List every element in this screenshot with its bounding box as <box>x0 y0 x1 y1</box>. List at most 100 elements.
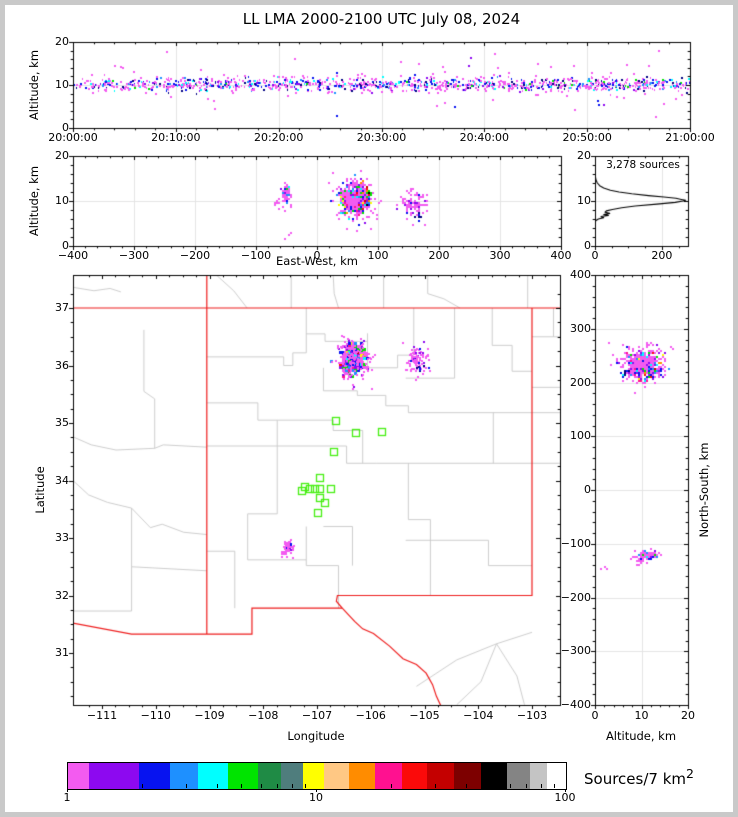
colorbar-segment <box>427 763 455 789</box>
colorbar-tick <box>490 784 492 788</box>
colorbar-tick <box>316 789 317 792</box>
colorbar-segment <box>281 763 304 789</box>
colorbar-segment <box>480 763 507 789</box>
colorbar-segment <box>349 763 375 789</box>
figure-title: LL LMA 2000-2100 UTC July 08, 2024 <box>242 10 521 28</box>
tick-label: 0 <box>313 249 321 262</box>
tick-label: 0 <box>584 483 591 496</box>
tick-label: 21:00:00 <box>665 131 715 144</box>
tick-label: −400 <box>57 249 89 262</box>
colorbar-segment <box>198 763 229 789</box>
tick-label: 100 <box>570 429 591 443</box>
tick-label: −100 <box>560 536 591 550</box>
map-xlabel: Longitude <box>287 729 345 743</box>
colorbar-tick <box>509 784 511 788</box>
tick-label: 0 <box>591 249 599 262</box>
tick-label: −103 <box>516 709 548 722</box>
tick-label: −111 <box>86 709 118 722</box>
tick-label: 200 <box>651 249 673 262</box>
tick-label: 300 <box>489 249 511 262</box>
tick-label: 20 <box>55 149 69 162</box>
tick-label: −400 <box>560 698 591 711</box>
colorbar-label-text: Sources/7 km <box>584 770 686 788</box>
tick-label: 35 <box>55 416 69 429</box>
tick-label: −200 <box>179 249 211 262</box>
colorbar-tick <box>540 784 542 788</box>
tick-label: 10 <box>55 78 69 91</box>
tick-label: −300 <box>560 644 591 658</box>
tick-label: 0 <box>62 121 69 134</box>
tick-label: 20:10:00 <box>151 131 201 144</box>
tick-label: 0 <box>62 239 69 252</box>
tick-label: 37 <box>55 301 69 314</box>
tick-label: 400 <box>570 268 591 281</box>
colorbar-tick <box>553 784 555 788</box>
colorbar-segment <box>402 763 428 789</box>
colorbar-tick <box>141 784 143 788</box>
colorbar-tick <box>304 784 306 788</box>
tick-label: 20 <box>577 149 591 162</box>
colorbar-label-sup: 2 <box>686 766 694 781</box>
colorbar-segment <box>506 763 531 789</box>
tick-label: 300 <box>570 321 591 335</box>
colorbar-tick <box>241 784 243 788</box>
tick-label: 36 <box>55 358 69 372</box>
colorbar-segment <box>374 763 403 789</box>
tick-label: 20:40:00 <box>459 131 510 144</box>
colorbar-segment <box>454 763 481 789</box>
tick-label: 1 <box>63 791 71 804</box>
tick-label: 200 <box>428 249 450 262</box>
colorbar-tick <box>185 784 187 788</box>
colorbar-label: Sources/7 km2 <box>584 766 694 788</box>
colorbar-segment <box>88 763 139 789</box>
colorbar-tick <box>434 784 436 788</box>
tick-label: 200 <box>570 375 591 389</box>
ns-panel-ylabel: North-South, km <box>697 442 711 538</box>
tick-label: 20 <box>681 709 695 722</box>
tick-label: −107 <box>301 709 333 722</box>
tick-label: 10 <box>55 194 69 207</box>
colorbar-tick <box>390 784 392 788</box>
tick-label: −109 <box>194 709 225 722</box>
tick-label: −300 <box>118 249 150 262</box>
tick-label: 0 <box>584 239 591 252</box>
tick-label: 10 <box>577 194 591 207</box>
tick-label: −100 <box>240 249 272 262</box>
histogram-annotation: 3,278 sources <box>606 159 680 171</box>
colorbar-tick <box>291 784 293 788</box>
tick-label: 100 <box>367 249 389 262</box>
tick-label: −110 <box>140 709 171 722</box>
tick-label: 20:00:00 <box>48 131 98 144</box>
tick-label: 10 <box>634 709 649 722</box>
tick-label: −104 <box>463 709 494 722</box>
colorbar-tick <box>465 784 467 788</box>
tick-label: 400 <box>550 249 572 262</box>
tick-label: 20:30:00 <box>356 131 407 144</box>
colorbar-segment <box>228 763 259 789</box>
colorbar-segment <box>530 763 547 789</box>
tick-label: 31 <box>55 646 69 659</box>
tick-label: 100 <box>554 791 576 804</box>
colorbar-segment <box>324 763 350 789</box>
colorbar-segment <box>170 763 199 789</box>
ew-panel-xlabel: East-West, km <box>276 254 358 268</box>
tick-label: −106 <box>355 709 386 722</box>
tick-label: 33 <box>55 531 69 544</box>
tick-label: 10 <box>309 791 323 804</box>
colorbar-tick <box>277 784 279 788</box>
colorbar-segment <box>138 763 171 789</box>
tick-label: 20:50:00 <box>562 131 612 144</box>
tick-label: 34 <box>55 473 69 487</box>
tick-label: 20 <box>55 35 69 48</box>
tick-label: −200 <box>560 590 591 604</box>
colorbar-segment <box>303 763 325 789</box>
colorbar <box>67 762 567 790</box>
colorbar-segment <box>68 763 89 789</box>
tick-label: 32 <box>55 588 69 602</box>
tick-label: −108 <box>248 709 279 722</box>
colorbar-segment <box>546 763 566 789</box>
ns-panel-xlabel: Altitude, km <box>605 729 677 743</box>
colorbar-tick <box>526 784 528 788</box>
